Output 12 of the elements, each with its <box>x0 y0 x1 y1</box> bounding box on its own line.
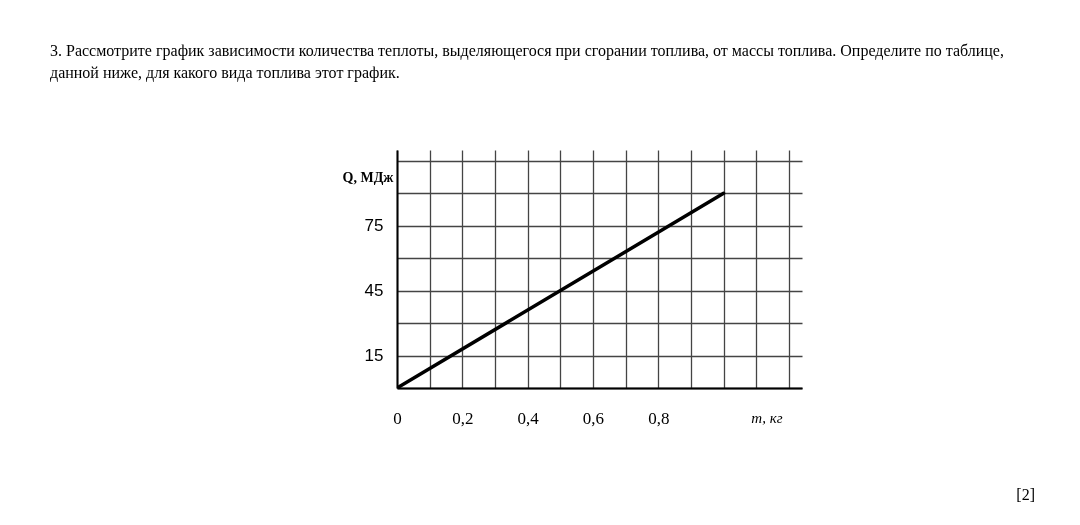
x-tick-label: 0,6 <box>582 408 605 428</box>
x-tick-label: 0,2 <box>452 408 474 428</box>
y-tick-label: 45 <box>364 281 384 301</box>
text: [2] <box>1016 486 1035 504</box>
x-tick-label: 0,4 <box>517 408 540 428</box>
x-axis-title: m, кг <box>751 409 783 426</box>
y-tick-label: 75 <box>364 216 384 236</box>
y-axis-title: Q, МДж <box>342 169 395 185</box>
y-tick-label: 15 <box>364 346 384 366</box>
x-tick-label: 0,8 <box>648 408 670 428</box>
x-tick-label: 0 <box>393 408 402 428</box>
chart-title: 3. Рассмотрите график зависимости количества теплоты, выделяющегося при сгорании топлива, от массы топлива. Определите по таблице, данной ниже, для какого вида топлива этот график. <box>50 41 1005 84</box>
